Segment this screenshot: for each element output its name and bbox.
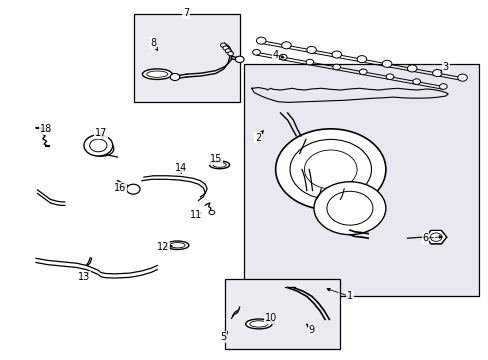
Text: 16: 16 (114, 183, 126, 193)
Circle shape (275, 129, 385, 210)
Ellipse shape (209, 161, 229, 169)
Bar (134, 14, 239, 102)
Circle shape (429, 233, 441, 242)
Text: 14: 14 (175, 163, 187, 173)
Text: 4: 4 (272, 50, 278, 60)
Circle shape (208, 210, 214, 215)
Circle shape (227, 51, 233, 56)
Text: 6: 6 (422, 233, 428, 243)
Circle shape (89, 139, 107, 152)
Text: 18: 18 (40, 124, 52, 134)
Circle shape (386, 74, 393, 80)
Circle shape (331, 51, 341, 58)
Circle shape (281, 42, 291, 49)
Circle shape (432, 69, 441, 77)
Text: 11: 11 (190, 210, 203, 220)
Text: 3: 3 (442, 62, 448, 72)
Ellipse shape (87, 140, 114, 156)
Circle shape (356, 56, 366, 63)
Circle shape (457, 74, 467, 81)
Ellipse shape (146, 71, 167, 77)
Ellipse shape (249, 321, 267, 327)
Bar (244, 64, 478, 296)
Circle shape (252, 49, 260, 55)
Text: 2: 2 (254, 133, 261, 143)
Circle shape (223, 46, 228, 50)
Circle shape (126, 184, 140, 194)
Circle shape (256, 37, 265, 44)
Text: 7: 7 (183, 9, 189, 18)
Circle shape (382, 60, 391, 67)
Circle shape (359, 69, 366, 75)
Text: 10: 10 (264, 313, 277, 323)
Circle shape (235, 56, 244, 63)
Circle shape (220, 43, 226, 48)
Circle shape (313, 182, 385, 235)
Circle shape (170, 73, 180, 81)
Circle shape (279, 54, 286, 60)
Text: 13: 13 (78, 272, 90, 282)
Circle shape (84, 135, 112, 156)
Circle shape (306, 46, 316, 53)
Ellipse shape (212, 162, 226, 167)
Text: 5: 5 (220, 332, 225, 342)
Ellipse shape (169, 243, 184, 248)
Text: 1: 1 (346, 292, 352, 301)
Ellipse shape (165, 241, 188, 249)
Text: 9: 9 (308, 325, 314, 335)
Circle shape (304, 150, 356, 189)
Text: 8: 8 (150, 38, 156, 48)
Circle shape (289, 139, 371, 199)
Circle shape (407, 65, 416, 72)
Text: 12: 12 (157, 242, 169, 252)
Ellipse shape (245, 319, 271, 329)
Ellipse shape (142, 69, 172, 80)
Text: 17: 17 (94, 129, 107, 139)
Text: 15: 15 (209, 154, 222, 164)
Circle shape (305, 59, 313, 65)
Circle shape (326, 191, 372, 225)
Circle shape (332, 64, 340, 70)
Circle shape (225, 49, 231, 53)
Circle shape (412, 79, 420, 85)
Polygon shape (425, 230, 446, 244)
Bar (225, 279, 340, 349)
Circle shape (439, 84, 447, 89)
